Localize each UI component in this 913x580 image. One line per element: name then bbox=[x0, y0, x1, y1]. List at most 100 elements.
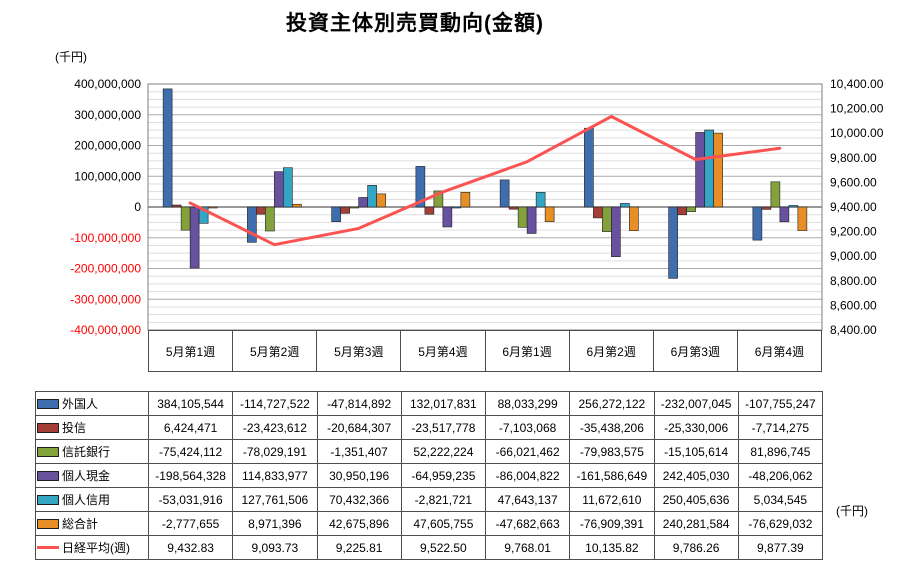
category-label: 5月第1週 bbox=[148, 330, 234, 372]
value-cell: 8,971,396 bbox=[232, 511, 318, 536]
value-cell: 242,405,030 bbox=[653, 463, 739, 488]
chart-bar bbox=[713, 132, 723, 208]
chart-bar bbox=[247, 206, 257, 243]
series-legend-cell: 個人信用 bbox=[35, 487, 149, 512]
value-cell: 9,225.81 bbox=[316, 535, 402, 560]
chart-bar bbox=[544, 206, 555, 222]
value-cell: -35,438,206 bbox=[569, 415, 655, 440]
left-axis-tick-label: 400,000,000 bbox=[74, 77, 141, 91]
table-row: 日経平均(週) 9,432.83 9,093.73 9,225.81 9,522.50 9… bbox=[35, 535, 824, 560]
chart-bar bbox=[358, 197, 368, 208]
value-cell: 9,432.83 bbox=[147, 535, 234, 560]
table-row: 投信 6,424,471 -23,423,612 -20,684,307 -23,517… bbox=[35, 415, 824, 440]
value-cell: -53,031,916 bbox=[147, 487, 234, 512]
value-cell: -76,909,391 bbox=[569, 511, 655, 536]
value-cell: -7,714,275 bbox=[737, 415, 824, 440]
bar-legend-marker-icon bbox=[37, 422, 59, 433]
chart-bar bbox=[189, 206, 200, 269]
category-label: 6月第4週 bbox=[736, 330, 822, 372]
right-axis-tick-label: 9,200.00 bbox=[830, 225, 877, 239]
value-cell: -2,821,721 bbox=[400, 487, 487, 512]
value-cell: -23,423,612 bbox=[232, 415, 318, 440]
right-axis-tick-label: 10,400.00 bbox=[830, 77, 884, 91]
chart-bar bbox=[779, 206, 790, 223]
chart-bar bbox=[602, 206, 612, 232]
left-axis-tick-label: 300,000,000 bbox=[74, 108, 141, 122]
value-cell: 9,093.73 bbox=[232, 535, 318, 560]
value-cell: 52,222,224 bbox=[400, 439, 487, 464]
chart-bar bbox=[207, 206, 218, 209]
value-cell: 256,272,122 bbox=[569, 391, 655, 416]
right-axis-tick-label: 9,600.00 bbox=[830, 175, 877, 189]
left-axis-tick-label: -400,000,000 bbox=[70, 323, 141, 337]
right-axis-unit-label: (千円) bbox=[836, 504, 868, 518]
category-label: 5月第4週 bbox=[400, 330, 486, 372]
series-legend-cell: 外国人 bbox=[35, 391, 149, 416]
chart-bar bbox=[292, 203, 302, 208]
chart-bar bbox=[526, 206, 537, 234]
category-label: 5月第2週 bbox=[232, 330, 318, 372]
chart-bar bbox=[761, 206, 772, 210]
chart-bar bbox=[274, 171, 284, 208]
value-cell: 11,672,610 bbox=[569, 487, 655, 512]
chart-bar bbox=[349, 206, 359, 209]
table-row: 信託銀行 -75,424,112 -78,029,191 -1,351,407 52,2… bbox=[35, 439, 824, 464]
chart-bar bbox=[668, 206, 678, 279]
value-cell: -2,777,655 bbox=[147, 511, 234, 536]
chart-bar bbox=[180, 206, 191, 231]
value-cell: -7,103,068 bbox=[484, 415, 571, 440]
chart-title: 投資主体別売買動向(金額) bbox=[286, 12, 544, 35]
right-axis-tick-label: 8,800.00 bbox=[830, 274, 877, 288]
value-cell: -47,682,663 bbox=[484, 511, 571, 536]
value-cell: -48,206,062 bbox=[737, 463, 824, 488]
chart-bar bbox=[752, 206, 763, 241]
value-cell: 70,432,366 bbox=[316, 487, 402, 512]
series-label: 投信 bbox=[62, 421, 87, 435]
chart-bar bbox=[686, 206, 696, 212]
chart-bar bbox=[788, 205, 799, 208]
right-axis-tick-label: 10,000.00 bbox=[830, 126, 884, 140]
value-cell: -20,684,307 bbox=[316, 415, 402, 440]
chart-bar bbox=[451, 206, 462, 209]
table-row: 総合計 -2,777,655 8,971,396 42,675,896 47,605,7… bbox=[35, 511, 824, 536]
value-cell: -198,564,328 bbox=[147, 463, 234, 488]
value-cell: 240,281,584 bbox=[653, 511, 739, 536]
chart-bar bbox=[611, 206, 621, 257]
chart-bar bbox=[415, 166, 426, 208]
value-cell: 114,833,977 bbox=[232, 463, 318, 488]
chart-bar bbox=[499, 179, 510, 208]
left-axis-tick-label: -100,000,000 bbox=[70, 231, 141, 245]
category-label: 6月第2週 bbox=[568, 330, 654, 372]
chart-bar bbox=[677, 206, 687, 216]
data-table: 外国人 384,105,544 -114,727,522 -47,814,892 132… bbox=[35, 391, 824, 560]
right-axis-tick-label: 8,600.00 bbox=[830, 298, 877, 312]
chart-bar bbox=[695, 132, 705, 208]
chart-bar bbox=[593, 206, 603, 219]
chart-bar bbox=[265, 206, 275, 232]
value-cell: 6,424,471 bbox=[147, 415, 234, 440]
series-label: 外国人 bbox=[62, 397, 99, 411]
chart-bar bbox=[424, 206, 435, 215]
category-axis: 5月第1週 5月第2週 5月第3週 5月第4週 6月第1週 6月第2週 6月第3週 6月第4週 bbox=[148, 330, 822, 372]
chart-bar bbox=[629, 206, 639, 231]
value-cell: -23,517,778 bbox=[400, 415, 487, 440]
left-axis-unit-label: (千円) bbox=[55, 50, 87, 64]
chart-bar bbox=[704, 129, 714, 208]
category-label: 6月第3週 bbox=[652, 330, 738, 372]
series-legend-cell: 信託銀行 bbox=[35, 439, 149, 464]
chart-bar bbox=[331, 206, 341, 223]
chart-bar bbox=[535, 192, 546, 208]
value-cell: 9,768.01 bbox=[484, 535, 571, 560]
value-cell: -66,021,462 bbox=[484, 439, 571, 464]
series-label: 日経平均(週) bbox=[62, 541, 130, 555]
chart-bar bbox=[367, 185, 377, 208]
chart-bar bbox=[508, 206, 519, 210]
chart-bar bbox=[340, 206, 350, 214]
right-axis-tick-label: 9,800.00 bbox=[830, 151, 877, 165]
chart-bar bbox=[376, 193, 386, 208]
bar-legend-marker-icon bbox=[37, 470, 59, 481]
value-cell: 384,105,544 bbox=[147, 391, 234, 416]
value-cell: -79,983,575 bbox=[569, 439, 655, 464]
series-legend-cell: 日経平均(週) bbox=[35, 535, 149, 560]
